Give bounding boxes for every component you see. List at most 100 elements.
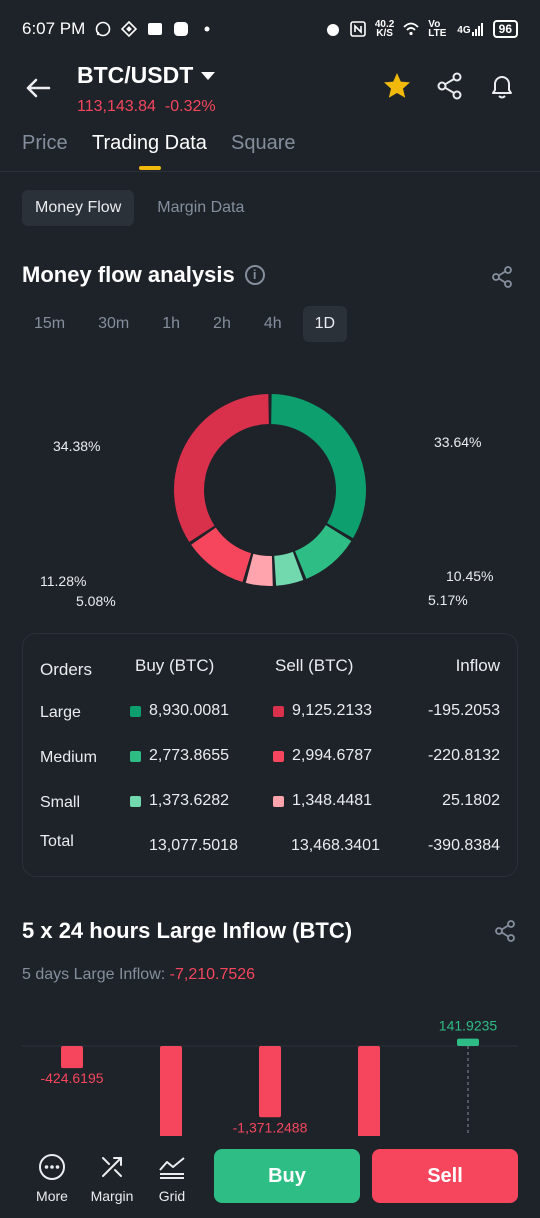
inflow-bar-label: 141.9235 [439,1018,498,1034]
inflow-bar-label: -1,371.2488 [233,1119,308,1135]
sell-large-swatch [273,705,284,717]
buy-large-value: 8,930.0081 [130,702,229,720]
margin-button[interactable]: Margin [82,1152,142,1204]
tab-price[interactable]: Price [22,132,68,154]
more-button[interactable]: More [22,1152,82,1204]
slice-buy-medium [295,525,352,579]
inflow-bar[interactable] [61,1046,83,1069]
signal-indicator: 4G [457,22,483,36]
header: BTC/USDT 113,143.84 -0.32% [0,58,540,120]
period-tabs: 15m 30m 1h 2h 4h 1D [22,306,348,342]
sell-button[interactable]: Sell [372,1149,518,1203]
nfc-icon [350,21,366,37]
signal-bars-icon [471,23,483,36]
inflow-small-value: 25.1802 [442,792,500,809]
label-buy-small: 5.17% [428,592,468,608]
large-inflow-subtitle-value: -7,210.7526 [169,966,256,983]
large-inflow-bar-chart: -424.6195 -1,371.2488 141.9235 [22,1010,518,1136]
tab-trading-data[interactable]: Trading Data [92,132,207,154]
price-change: -0.32% [164,98,216,115]
period-15m[interactable]: 15m [34,315,66,332]
subtab-money-flow[interactable]: Money Flow [22,190,135,226]
battery-indicator: 96 [492,20,518,38]
pair-name: BTC/USDT [77,62,194,88]
more-label: More [36,1188,68,1204]
wifi-icon [403,22,419,36]
chevron-down-icon [201,71,216,80]
header-sell: Sell (BTC) [275,656,354,675]
sell-small-value: 1,348.4481 [273,792,372,810]
more-notifications-icon [204,26,210,32]
slice-buy-large [271,394,366,539]
inflow-bar-label: -424.6195 [40,1070,103,1086]
large-inflow-title: 5 x 24 hours Large Inflow (BTC) [22,918,353,943]
period-30m[interactable]: 30m [98,315,130,332]
active-tab-indicator [139,166,161,170]
label-buy-medium: 10.45% [446,568,494,584]
inflow-total-value: -390.8384 [427,837,500,854]
buy-medium-swatch [130,750,141,762]
label-sell-medium: 11.28% [40,573,87,589]
status-bar: 6:07 PM 40.2 K/S Vo LTE 4G 96 [0,0,540,58]
pair-selector[interactable]: BTC/USDT [77,62,216,89]
large-inflow-subtitle-label: 5 days Large Inflow: [22,966,166,983]
label-sell-large: 34.38% [53,438,101,454]
header-buy: Buy (BTC) [135,656,215,675]
large-inflow-subtitle: 5 days Large Inflow: -7,210.7526 [22,966,255,984]
last-price: 113,143.84 [77,98,156,115]
inflow-bar[interactable] [160,1046,182,1136]
period-1h[interactable]: 1h [162,315,181,332]
period-1d[interactable]: 1D [302,306,348,342]
status-time: 6:07 PM [22,19,86,38]
binance-icon [121,21,138,37]
margin-label: Margin [90,1188,134,1204]
margin-icon [102,1157,122,1177]
money-flow-section-title: Money flow analysis i [22,262,265,288]
bell-icon[interactable] [487,71,517,101]
row-label-total: Total [40,833,74,850]
row-label-large: Large [40,704,81,721]
period-4h[interactable]: 4h [263,315,282,332]
sell-small-swatch [273,795,284,807]
label-buy-large: 33.64% [434,434,482,450]
bottom-action-bar: More Margin Grid Buy Sell [0,1136,540,1218]
net-speed: 40.2 K/S [374,19,395,39]
subtab-margin-data[interactable]: Margin Data [157,199,245,216]
money-flow-share-icon[interactable] [490,265,514,289]
price-line: 113,143.84 -0.32% [77,98,216,116]
sell-medium-value: 2,994.6787 [273,747,372,765]
info-icon[interactable]: i [244,265,265,285]
buy-button[interactable]: Buy [214,1149,360,1203]
share-icon[interactable] [435,71,465,101]
buy-total-value: 13,077.5018 [149,837,238,854]
favorite-star-icon[interactable] [382,71,412,101]
inflow-bar[interactable] [457,1038,479,1046]
inflow-medium-value: -220.8132 [427,747,500,764]
orders-table: Orders Buy (BTC) Sell (BTC) Inflow Large… [22,633,518,877]
square-app-icon [174,22,189,36]
buy-medium-value: 2,773.8655 [130,747,229,765]
grid-button[interactable]: Grid [142,1152,202,1204]
slice-sell-small [245,553,273,586]
tab-square[interactable]: Square [231,132,296,154]
header-orders: Orders [40,660,92,679]
sell-large-value: 9,125.2133 [273,702,372,720]
buy-large-swatch [130,705,141,717]
row-label-medium: Medium [40,749,97,766]
bar-chart-svg: -424.6195 -1,371.2488 141.9235 [22,1018,518,1136]
inflow-large-value: -195.2053 [427,702,500,719]
whatsapp-icon [96,21,111,37]
main-tabs: Price Trading Data Square [0,128,540,172]
sell-total-value: 13,468.3401 [291,837,380,854]
money-flow-title: Money flow analysis [22,262,235,287]
label-sell-small: 5.08% [76,593,116,609]
back-arrow-icon[interactable] [22,72,54,104]
large-inflow-share-icon[interactable] [493,919,517,943]
inflow-bar[interactable] [259,1046,281,1118]
slice-buy-small [274,551,304,586]
period-2h[interactable]: 2h [213,315,231,332]
more-icon [39,1154,65,1180]
slice-sell-large [174,394,269,542]
inflow-bar[interactable] [358,1046,380,1136]
alarm-icon [326,24,339,36]
